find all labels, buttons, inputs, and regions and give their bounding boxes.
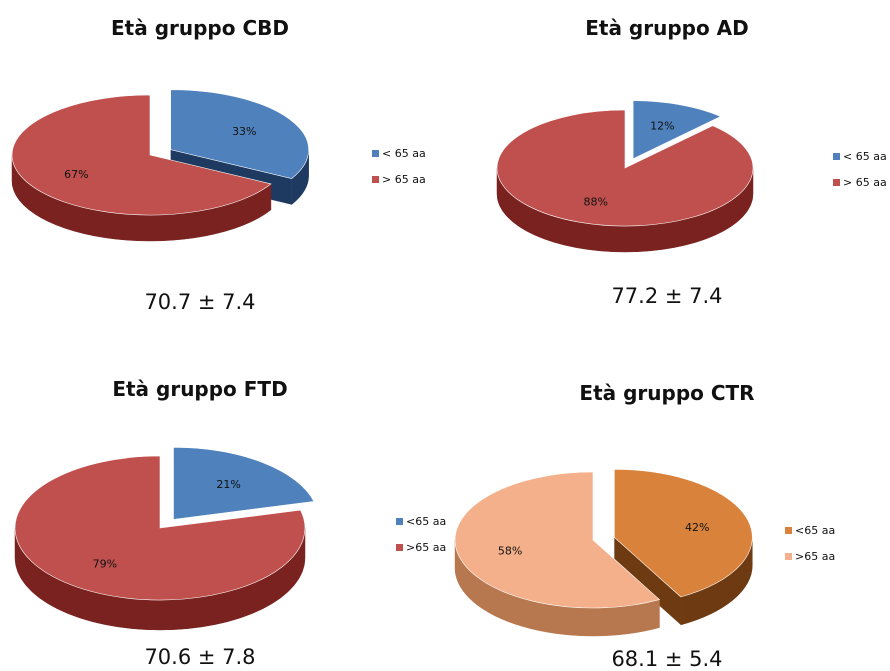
pie-data-label: 58% xyxy=(498,544,522,557)
pie-slice xyxy=(632,100,722,160)
legend-swatch-under-65 xyxy=(833,152,840,160)
pie-panel-cbd: Età gruppo CBD 33% 67% < 65 aa > 65 aa 70… xyxy=(0,0,445,335)
legend: <65 aa >65 aa xyxy=(785,517,835,569)
pie-data-label: 67% xyxy=(64,168,88,181)
legend-item: <65 aa xyxy=(396,508,446,534)
legend-item: < 65 aa xyxy=(372,140,426,166)
legend-swatch-under-65 xyxy=(785,526,792,534)
legend-label: <65 aa xyxy=(795,523,836,537)
pie-slice xyxy=(454,471,661,637)
pie-slice-top xyxy=(170,89,309,179)
legend-label: >65 aa xyxy=(406,540,447,554)
pie-slice xyxy=(614,469,753,626)
pie-slice-top xyxy=(14,455,306,601)
pie-chart-ftd: 21% 79% xyxy=(14,447,315,631)
legend-item: > 65 aa xyxy=(372,166,426,192)
pie-data-label: 12% xyxy=(650,119,674,132)
chart-title: Età gruppo AD xyxy=(585,16,749,40)
legend: < 65 aa > 65 aa xyxy=(372,140,426,192)
legend-label: <65 aa xyxy=(406,514,447,528)
pie-data-label: 42% xyxy=(685,521,709,534)
pie-slice-top xyxy=(454,471,661,609)
pie-slice xyxy=(11,94,272,242)
pie-chart-cbd: 33% 67% xyxy=(11,89,309,242)
legend-label: < 65 aa xyxy=(843,149,887,163)
legend-label: > 65 aa xyxy=(843,175,887,189)
pie-slice-cut-face xyxy=(614,537,681,625)
pie-panel-ctr: Età gruppo CTR 42% 58% <65 aa >65 aa 68.1… xyxy=(445,335,890,671)
age-stat: 70.6 ± 7.8 xyxy=(144,645,256,669)
legend-item: >65 aa xyxy=(396,534,446,560)
age-stat: 70.7 ± 7.4 xyxy=(144,290,256,314)
pie-slice-top xyxy=(632,100,722,160)
pie-data-label: 21% xyxy=(216,478,240,491)
legend-label: < 65 aa xyxy=(382,146,426,160)
pie-chart-ctr: 42% 58% xyxy=(454,469,753,637)
pie-slice xyxy=(496,109,754,253)
pie-slice-top xyxy=(614,469,753,598)
pie-slice-top xyxy=(11,94,272,216)
pie-panel-ad: Età gruppo AD 12% 88% < 65 aa > 65 aa 77.… xyxy=(445,0,890,335)
legend-swatch-under-65 xyxy=(396,517,403,525)
pie-slice xyxy=(173,447,315,520)
chart-title: Età gruppo CBD xyxy=(111,16,289,40)
legend: <65 aa >65 aa xyxy=(396,508,446,560)
legend-swatch-under-65 xyxy=(372,149,379,157)
legend-item: <65 aa xyxy=(785,517,835,543)
pie-chart-ad: 12% 88% xyxy=(496,100,754,253)
chart-title: Età gruppo FTD xyxy=(112,377,288,401)
pie-slice xyxy=(14,455,306,631)
pie-slice-top xyxy=(173,447,315,520)
pie-data-label: 88% xyxy=(584,195,608,208)
legend-swatch-over-65 xyxy=(785,552,792,560)
pie-data-label: 33% xyxy=(232,125,256,138)
pie-slice-top xyxy=(496,109,754,227)
chart-title: Età gruppo CTR xyxy=(579,381,755,405)
legend-item: < 65 aa xyxy=(833,143,887,169)
age-stat: 77.2 ± 7.4 xyxy=(611,284,723,308)
legend-label: > 65 aa xyxy=(382,172,426,186)
age-stat: 68.1 ± 5.4 xyxy=(611,647,723,671)
legend-swatch-over-65 xyxy=(833,178,840,186)
legend-label: >65 aa xyxy=(795,549,836,563)
pie-data-label: 79% xyxy=(93,557,117,570)
legend: < 65 aa > 65 aa xyxy=(833,143,887,195)
legend-item: >65 aa xyxy=(785,543,835,569)
legend-swatch-over-65 xyxy=(372,175,379,183)
legend-item: > 65 aa xyxy=(833,169,887,195)
legend-swatch-over-65 xyxy=(396,543,403,551)
pie-panel-ftd: Età gruppo FTD 21% 79% <65 aa >65 aa 70.6… xyxy=(0,335,446,670)
